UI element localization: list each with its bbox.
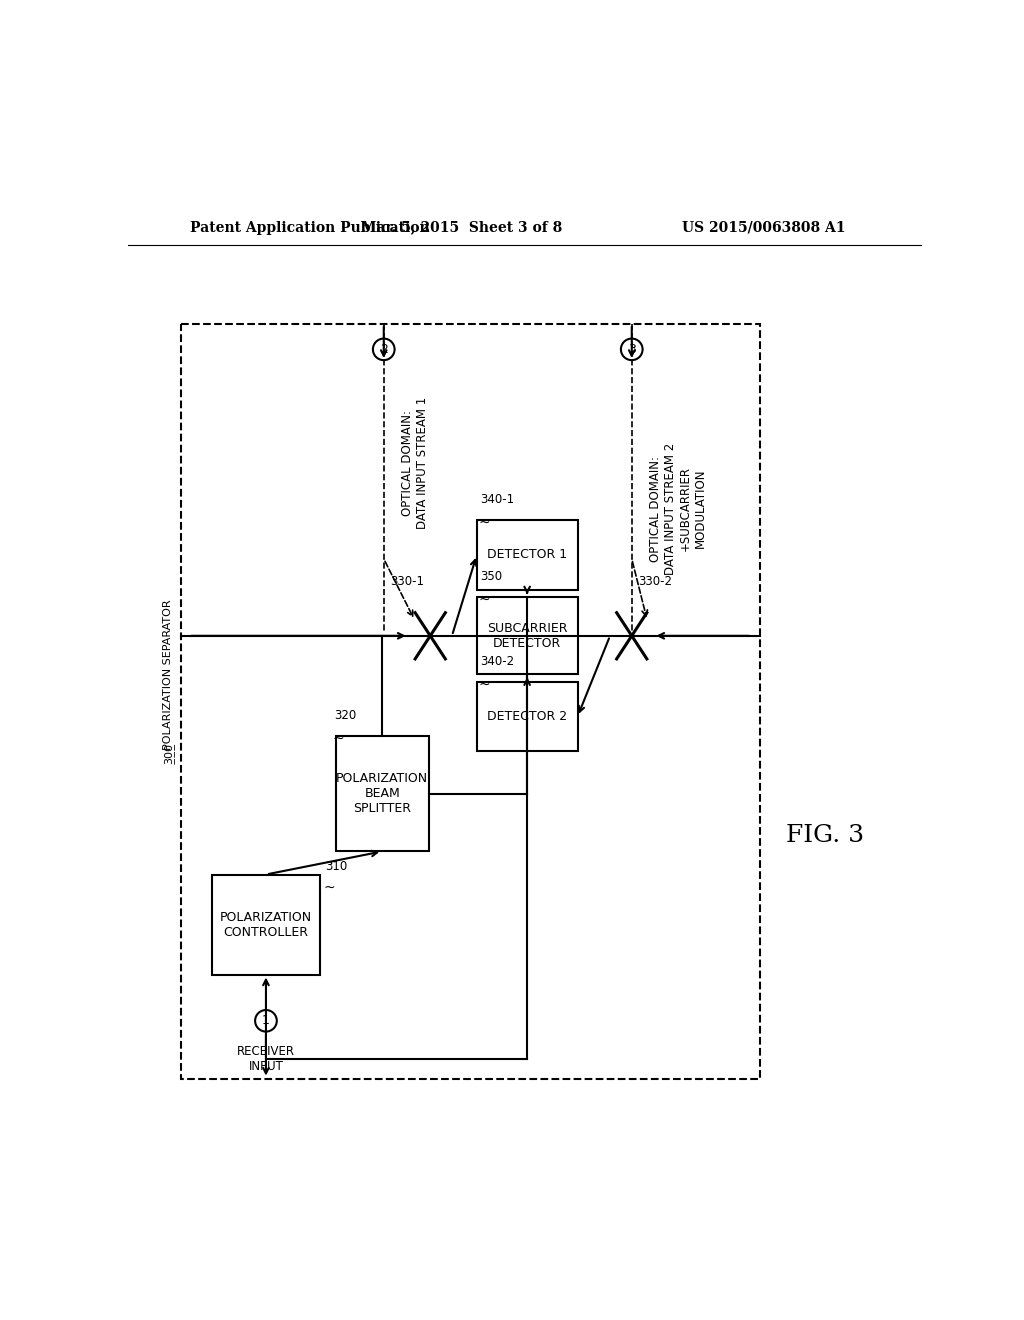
Text: 330-2: 330-2 bbox=[638, 576, 672, 589]
Text: RECEIVER
INPUT: RECEIVER INPUT bbox=[237, 1045, 295, 1073]
Text: 340-2: 340-2 bbox=[480, 655, 514, 668]
Text: 3̲0̲0̲: 3̲0̲0̲ bbox=[163, 743, 174, 764]
Text: POLARIZATION SEPARATOR: POLARIZATION SEPARATOR bbox=[163, 599, 173, 750]
Text: OPTICAL DOMAIN:
DATA INPUT STREAM 1: OPTICAL DOMAIN: DATA INPUT STREAM 1 bbox=[400, 396, 429, 529]
Text: 2: 2 bbox=[380, 343, 388, 356]
Text: Mar. 5, 2015  Sheet 3 of 8: Mar. 5, 2015 Sheet 3 of 8 bbox=[360, 220, 562, 235]
Text: DETECTOR 1: DETECTOR 1 bbox=[487, 548, 567, 561]
Text: OPTICAL DOMAIN:
DATA INPUT STREAM 2
+SUBCARRIER
MODULATION: OPTICAL DOMAIN: DATA INPUT STREAM 2 +SUB… bbox=[649, 442, 707, 576]
FancyBboxPatch shape bbox=[336, 737, 429, 851]
Text: FIG. 3: FIG. 3 bbox=[786, 825, 864, 847]
Text: ~: ~ bbox=[478, 593, 489, 607]
Text: 340-1: 340-1 bbox=[480, 494, 514, 507]
Text: SUBCARRIER
DETECTOR: SUBCARRIER DETECTOR bbox=[486, 622, 567, 649]
Text: 330-1: 330-1 bbox=[390, 576, 424, 589]
FancyBboxPatch shape bbox=[477, 520, 578, 590]
Text: ~: ~ bbox=[324, 880, 335, 895]
FancyBboxPatch shape bbox=[477, 682, 578, 751]
Text: DETECTOR 2: DETECTOR 2 bbox=[487, 710, 567, 723]
Text: 310: 310 bbox=[325, 859, 347, 873]
Text: POLARIZATION
CONTROLLER: POLARIZATION CONTROLLER bbox=[220, 911, 312, 939]
Text: ~: ~ bbox=[478, 677, 489, 692]
Text: 1: 1 bbox=[262, 1014, 270, 1027]
Text: ~: ~ bbox=[478, 516, 489, 529]
FancyBboxPatch shape bbox=[477, 597, 578, 675]
Text: Patent Application Publication: Patent Application Publication bbox=[190, 220, 430, 235]
Text: POLARIZATION
BEAM
SPLITTER: POLARIZATION BEAM SPLITTER bbox=[336, 772, 428, 816]
Text: 320: 320 bbox=[334, 709, 356, 722]
Text: 350: 350 bbox=[480, 570, 502, 583]
Text: US 2015/0063808 A1: US 2015/0063808 A1 bbox=[682, 220, 845, 235]
Text: ~: ~ bbox=[333, 731, 344, 746]
Text: 3: 3 bbox=[628, 343, 636, 356]
FancyBboxPatch shape bbox=[212, 874, 321, 974]
